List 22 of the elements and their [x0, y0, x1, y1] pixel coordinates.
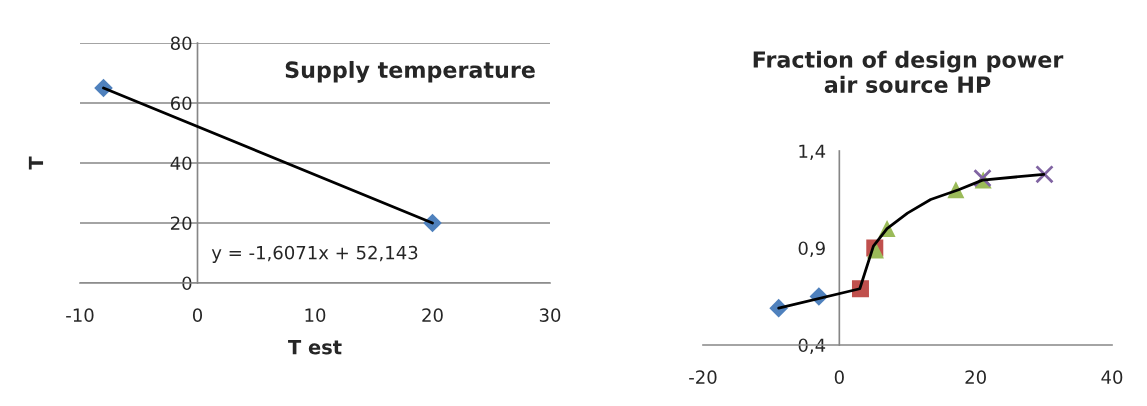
x-tick-label: 0 — [834, 370, 844, 384]
x-tick-label: 20 — [965, 370, 986, 384]
y-tick-label: 0,4 — [798, 338, 826, 354]
y-tick-label: 0,9 — [798, 241, 825, 257]
x-tick-label: 10 — [305, 308, 326, 322]
y-tick-label: 1,4 — [799, 144, 826, 160]
annotation: y = -1,6071x + 52,143 — [211, 245, 418, 263]
y-axis-title: T — [28, 156, 44, 170]
x-tick-label: 20 — [422, 308, 443, 322]
x-tick-label: -20 — [689, 370, 717, 384]
y-tick-label: 80 — [170, 36, 192, 51]
x-tick-label: 40 — [1101, 370, 1123, 384]
x-axis-title: T est — [288, 339, 342, 355]
x-tick-label: 0 — [192, 308, 203, 322]
x-tick-label: 30 — [539, 308, 561, 322]
x-tick-label: -10 — [66, 308, 94, 322]
chart-title: Fraction of design power air source HP — [753, 50, 1064, 93]
text: Supply temperature — [285, 60, 535, 83]
y-tick-label: 20 — [170, 216, 192, 231]
y-tick-label: 40 — [170, 156, 192, 171]
y-tick-label: 0 — [182, 276, 192, 291]
y-tick-label: 60 — [170, 96, 192, 111]
